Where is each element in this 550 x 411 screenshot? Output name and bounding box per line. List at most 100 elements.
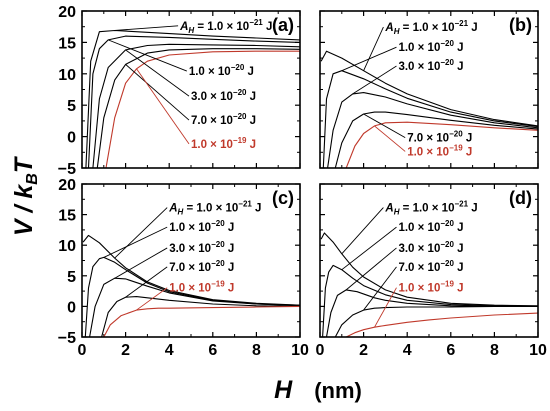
x-tick-label: 0 (78, 342, 87, 359)
x-axis-title: H (nm) (274, 376, 362, 404)
series-line (85, 29, 300, 168)
plot-frame (319, 183, 539, 338)
y-axis-title: V / kBT (10, 155, 41, 236)
y-tick-label: 5 (67, 269, 76, 286)
y-tick-label: 20 (58, 4, 76, 21)
annotation-leader (125, 266, 168, 298)
annotation-leader (136, 68, 190, 145)
y-tick-label: 15 (58, 35, 76, 52)
panel-b: AH = 1.0 × 10−21 J 1.0 × 10−20 J 3.0 × 10−… (319, 10, 539, 169)
series-line (96, 48, 300, 168)
x-tick-label: 8 (490, 342, 499, 359)
series-group (320, 232, 538, 337)
annotation-label: 1.0 × 10−20 J (169, 219, 234, 234)
annotation-leader (114, 207, 168, 259)
x-tick-label: 4 (403, 342, 412, 359)
y-tick-label: 5 (67, 98, 76, 115)
series-line (89, 277, 300, 337)
series-group (82, 234, 300, 337)
series-line (322, 70, 538, 168)
x-tick-label: 6 (446, 342, 455, 359)
annotation-leader (103, 226, 168, 258)
panel-d: 0 2 4 6 8 10 AH = 1.0 × 10−21 J 1.0 × 10−20 J 3.… (316, 183, 547, 359)
x-tick-label: 10 (529, 342, 547, 359)
annotation-leader (363, 26, 384, 71)
series-line (92, 43, 300, 168)
series-line (345, 121, 538, 168)
panel-label: (c) (272, 188, 294, 208)
annotation-label: 7.0 × 10−20 J (398, 259, 463, 274)
annotation-label: 1.0 × 10−19 J (191, 136, 256, 151)
panel-label: (b) (509, 15, 532, 35)
panel-label: (a) (272, 15, 294, 35)
annotation-label: AH = 1.0 × 10−21 J (168, 200, 261, 217)
y-tick-label: 0 (67, 299, 76, 316)
y-tick-label: 0 (67, 130, 76, 147)
y-tick-label: 10 (58, 238, 76, 255)
x-tick-label: 10 (291, 342, 309, 359)
annotation-leader (341, 226, 397, 271)
plot-frame (81, 10, 301, 169)
annotation-label: 3.0 × 10−20 J (398, 58, 463, 73)
annotation-label: 1.0 × 10−19 J (169, 280, 234, 295)
x-tick-label: 0 (316, 342, 325, 359)
plot-frame (319, 10, 539, 169)
annotation-label: 1.0 × 10−19 J (407, 143, 472, 158)
annotation-leader (114, 25, 179, 31)
annotation-leader (125, 64, 190, 121)
series-line (322, 264, 538, 337)
series-line (327, 92, 538, 168)
annotation-leader (114, 247, 168, 279)
annotation-leader (341, 207, 384, 255)
annotation-leader (341, 46, 397, 72)
series-line (334, 305, 538, 337)
series-line (82, 234, 300, 306)
annotation-leader (352, 65, 397, 95)
series-line (101, 296, 300, 337)
annotation-label: 7.0 × 10−20 J (407, 130, 472, 145)
annotation-label: 7.0 × 10−20 J (191, 112, 256, 127)
annotation-label: 1.0 × 10−20 J (189, 63, 254, 78)
annotation-leader (363, 266, 397, 311)
x-tick-label: 8 (252, 342, 261, 359)
y-tick-label: 10 (58, 67, 76, 84)
series-line (334, 111, 538, 168)
series-line (345, 312, 538, 337)
plot-frame (81, 183, 301, 338)
series-line (105, 50, 300, 168)
series-group (320, 50, 538, 168)
annotation-leader (345, 247, 397, 291)
annotation-label: AH = 1.0 × 10−21 J (179, 18, 272, 35)
y-tick-label: 15 (58, 208, 76, 225)
annotation-leader (125, 49, 190, 97)
annotation-label: 1.0 × 10−19 J (398, 280, 463, 295)
y-tick-label: −5 (58, 330, 76, 347)
series-line (325, 289, 538, 337)
annotation-label: AH = 1.0 × 10−21 J (384, 200, 477, 217)
series-line (87, 35, 300, 168)
x-tick-label: 4 (165, 342, 174, 359)
annotation-leader (363, 113, 406, 139)
x-tick-label: 6 (208, 342, 217, 359)
annotation-label: 3.0 × 10−20 J (398, 240, 463, 255)
annotation-label: 1.0 × 10−20 J (398, 219, 463, 234)
annotation-label: AH = 1.0 × 10−21 J (384, 19, 477, 36)
y-tick-label: −5 (58, 161, 76, 178)
series-line (320, 50, 538, 127)
series-group (85, 29, 300, 168)
x-tick-label: 2 (121, 342, 130, 359)
annotation-leader (136, 287, 168, 311)
panel-a: −5 0 5 10 15 20 AH = 1.0 × 10−21 J 1.0 × 10−20 … (58, 4, 301, 178)
series-line (103, 305, 300, 337)
annotation-label: 3.0 × 10−20 J (191, 88, 256, 103)
annotation-leader (107, 39, 187, 72)
annotation-label: 1.0 × 10−20 J (398, 39, 463, 54)
annotation-leader (374, 287, 397, 328)
series-line (320, 232, 538, 307)
annotation-label: 7.0 × 10−20 J (169, 259, 234, 274)
x-tick-label: 2 (359, 342, 368, 359)
annotation-leader (374, 125, 406, 152)
